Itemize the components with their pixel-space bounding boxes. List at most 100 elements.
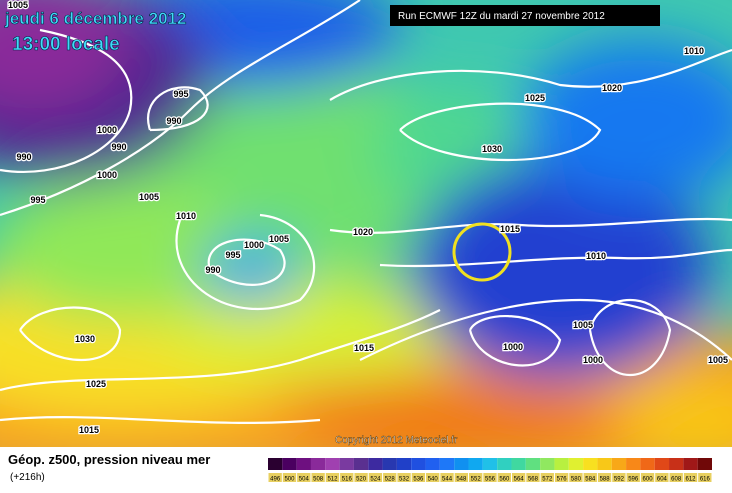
scale-swatch bbox=[540, 458, 555, 470]
scale-swatch bbox=[511, 458, 526, 470]
scale-label: 552 bbox=[471, 477, 482, 483]
isobar-label: 990 bbox=[16, 152, 31, 162]
scale-swatch bbox=[626, 458, 641, 470]
scale-label-bg bbox=[683, 473, 698, 482]
scale-label: 544 bbox=[442, 477, 453, 483]
scale-label: 548 bbox=[456, 477, 467, 483]
scale-label-bg bbox=[612, 473, 626, 482]
isobar-label: 1010 bbox=[176, 211, 196, 221]
isobar-label: 1005 bbox=[269, 234, 289, 244]
isobar-label: 995 bbox=[225, 250, 240, 260]
scale-label: 516 bbox=[342, 477, 353, 483]
scale-swatch bbox=[525, 458, 541, 470]
scale-label-bg bbox=[469, 473, 483, 482]
scale-label: 532 bbox=[399, 477, 410, 483]
run-info: Run ECMWF 12Z du mardi 27 novembre 2012 bbox=[398, 11, 605, 22]
highlight-circle bbox=[452, 222, 512, 282]
scale-swatch bbox=[554, 458, 569, 470]
isobar-label: 1015 bbox=[500, 224, 520, 234]
scale-swatch bbox=[282, 458, 297, 470]
scale-swatch bbox=[310, 458, 326, 470]
scale-label: 556 bbox=[485, 477, 496, 483]
isobar-label: 1000 bbox=[583, 355, 603, 365]
scale-label-bg bbox=[597, 473, 612, 482]
scale-label-bg bbox=[640, 473, 655, 482]
scale-label-bg bbox=[354, 473, 368, 482]
scale-swatch bbox=[411, 458, 426, 470]
isobars bbox=[0, 0, 732, 424]
scale-label-bg bbox=[426, 473, 440, 482]
scale-label-bg bbox=[368, 473, 383, 482]
scale-label-bg bbox=[583, 473, 597, 482]
scale-swatch bbox=[268, 458, 283, 470]
scale-label: 604 bbox=[657, 477, 668, 483]
scale-label: 512 bbox=[327, 477, 338, 483]
scale-label: 536 bbox=[413, 477, 424, 483]
scale-swatch bbox=[339, 458, 354, 470]
scale-label: 616 bbox=[700, 477, 711, 483]
isobar-label: 1020 bbox=[353, 227, 373, 237]
legend-title: Géop. z500, pression niveau mer bbox=[8, 452, 210, 467]
scale-label-bg bbox=[497, 473, 511, 482]
isobar-label: 990 bbox=[166, 116, 181, 126]
isobar-label: 1030 bbox=[482, 144, 502, 154]
scale-label-bg bbox=[540, 473, 554, 482]
isobar-label: 990 bbox=[205, 265, 220, 275]
scale-swatch bbox=[439, 458, 455, 470]
scale-label: 608 bbox=[671, 477, 682, 483]
scale-label-bg bbox=[655, 473, 669, 482]
scale-label-bg bbox=[554, 473, 569, 482]
scale-label-bg bbox=[454, 473, 469, 482]
scale-swatch bbox=[325, 458, 340, 470]
scale-label-bg bbox=[268, 473, 282, 482]
scale-swatch bbox=[654, 458, 670, 470]
isobar-label: 1025 bbox=[86, 379, 106, 389]
isobar-label: 1015 bbox=[354, 343, 374, 353]
date: jeudi 6 décembre 2012 bbox=[4, 9, 186, 28]
scale-label-bg bbox=[311, 473, 325, 482]
scale-label-bg bbox=[411, 473, 426, 482]
scale-swatch bbox=[468, 458, 483, 470]
scale-swatch bbox=[597, 458, 612, 470]
scale-label: 600 bbox=[643, 477, 654, 483]
scale-label-bg bbox=[397, 473, 411, 482]
isobar-label: 1025 bbox=[525, 93, 545, 103]
scale-label-bg bbox=[626, 473, 640, 482]
scale-label: 584 bbox=[585, 477, 596, 483]
isobar-label: 995 bbox=[30, 195, 45, 205]
scale-label-bg bbox=[440, 473, 454, 482]
scale-label: 588 bbox=[600, 477, 611, 483]
isobar-label: 1005 bbox=[573, 320, 593, 330]
scale-label-bg bbox=[383, 473, 397, 482]
isobar-label: 995 bbox=[173, 89, 188, 99]
isobar-label: 1000 bbox=[503, 342, 523, 352]
scale-swatch bbox=[382, 458, 397, 470]
scale-label: 580 bbox=[571, 477, 582, 483]
scale-swatch bbox=[482, 458, 498, 470]
scale-label: 564 bbox=[514, 477, 525, 483]
scale-swatch bbox=[368, 458, 383, 470]
scale-label: 572 bbox=[542, 477, 553, 483]
scale-swatch bbox=[396, 458, 412, 470]
scale-swatch bbox=[454, 458, 469, 470]
isobar-label: 1000 bbox=[97, 170, 117, 180]
scale-label: 500 bbox=[284, 477, 295, 483]
scale-swatch bbox=[669, 458, 684, 470]
scale-label: 596 bbox=[628, 477, 639, 483]
lead-time: (+216h) bbox=[10, 472, 45, 483]
scale-label-bg bbox=[526, 473, 540, 482]
copyright: Copyright 2012 Meteociel.fr bbox=[335, 435, 458, 446]
scale-swatch bbox=[697, 458, 712, 470]
scale-label-bg bbox=[325, 473, 340, 482]
scale-label: 524 bbox=[370, 477, 381, 483]
scale-label-bg bbox=[282, 473, 297, 482]
isobar-label: 1000 bbox=[244, 240, 264, 250]
scale-swatch bbox=[640, 458, 655, 470]
isobar-label: 1015 bbox=[79, 425, 99, 435]
scale-label: 612 bbox=[686, 477, 697, 483]
scale-label: 528 bbox=[385, 477, 396, 483]
isobar-label: 1005 bbox=[139, 192, 159, 202]
scale-swatch bbox=[353, 458, 369, 470]
